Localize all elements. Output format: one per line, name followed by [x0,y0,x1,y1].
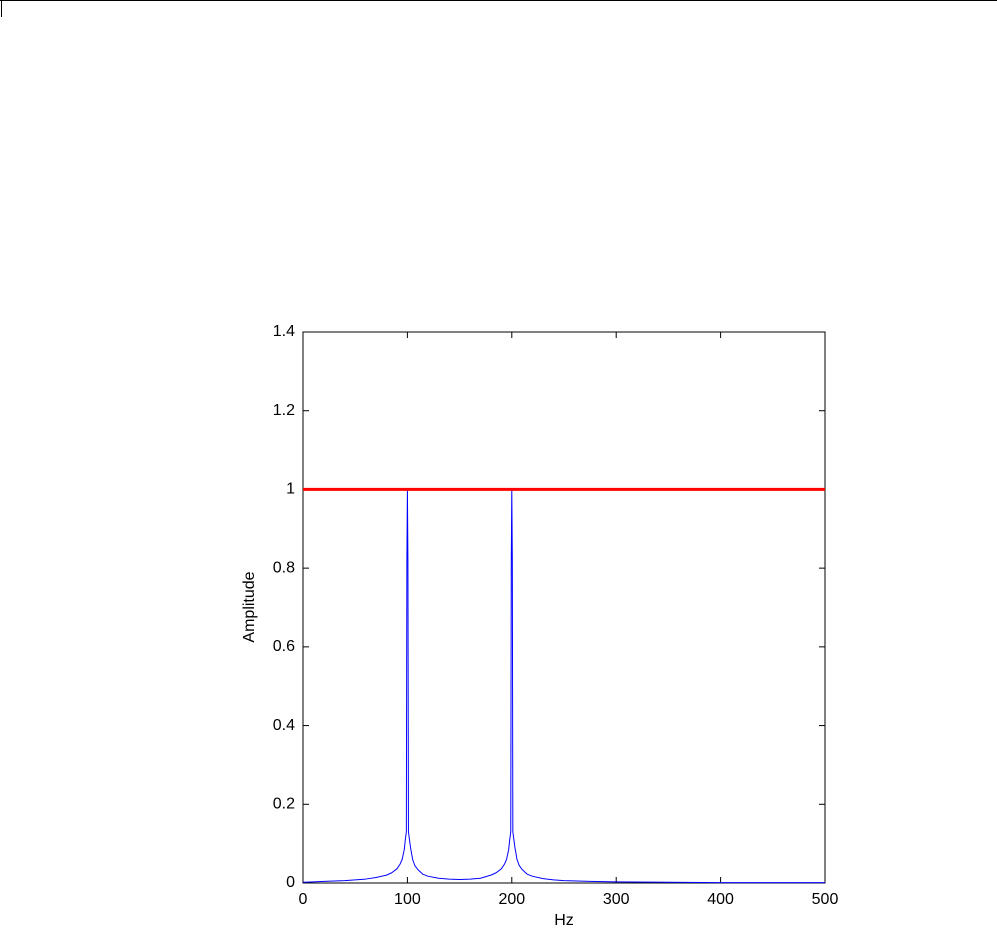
y-axis-label: Amplitude [241,571,258,642]
y-tick-label: 1.4 [273,323,295,340]
data-line [302,488,825,884]
y-tick-label: 1.2 [273,402,295,419]
x-tick-label: 300 [603,891,630,908]
x-tick-label: 100 [394,891,421,908]
y-tick-label: 0 [286,874,295,891]
x-tick-label: 400 [707,891,734,908]
x-axis-label: Hz [554,912,574,929]
x-tick-label: 200 [498,891,525,908]
y-tick-label: 0.2 [273,796,295,813]
x-tick-label: 0 [299,891,308,908]
x-tick-label: 500 [812,891,839,908]
y-tick-label: 0.6 [273,638,295,655]
y-tick-label: 0.8 [273,559,295,576]
plot-frame [302,331,826,884]
y-tick-label: 1 [286,481,295,498]
y-tick-label: 0.4 [273,717,295,734]
